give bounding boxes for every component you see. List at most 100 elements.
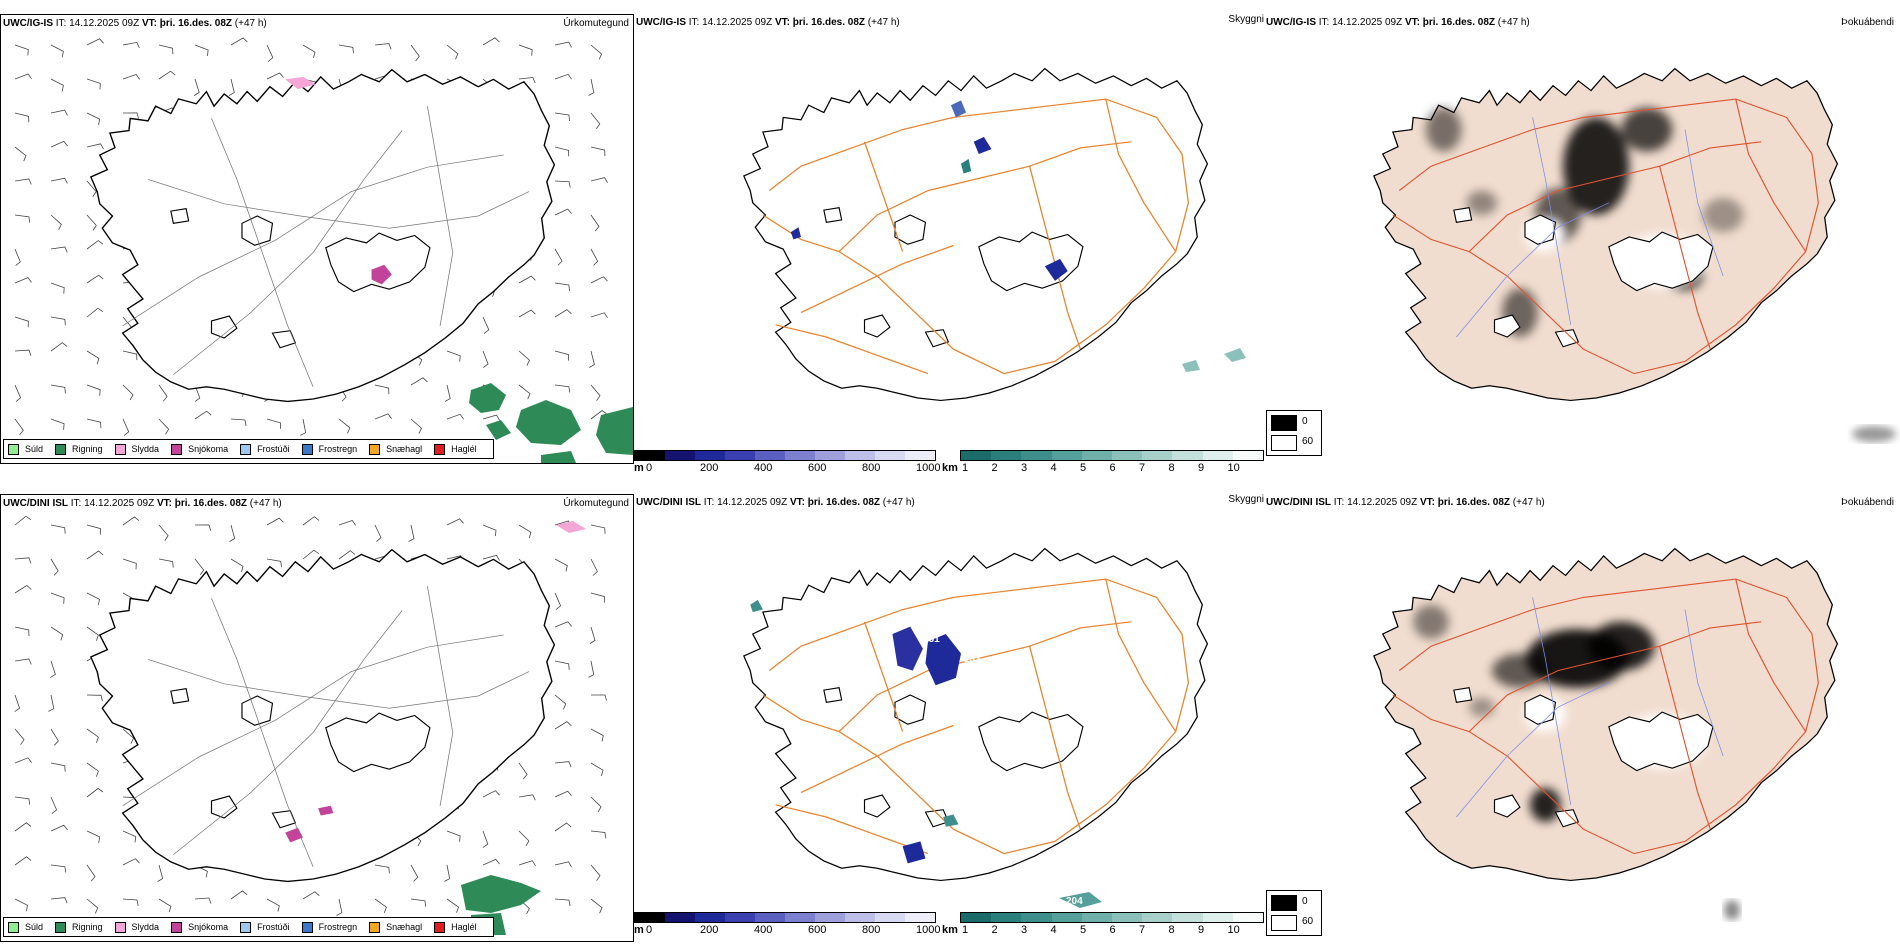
wind-barb bbox=[86, 214, 97, 231]
colorbar-step bbox=[635, 913, 665, 922]
wind-barb bbox=[86, 180, 97, 197]
height-unit: m bbox=[634, 462, 644, 474]
colorbar-step bbox=[1051, 913, 1082, 922]
colorbar-step bbox=[815, 451, 845, 460]
colorbar-step bbox=[1112, 451, 1143, 460]
wind-barb bbox=[374, 413, 392, 420]
wind-barb bbox=[554, 146, 570, 157]
wind-barb bbox=[554, 660, 570, 670]
wind-barb bbox=[590, 558, 598, 576]
wind-barb bbox=[194, 524, 212, 531]
wind-barb bbox=[554, 282, 570, 292]
colorbar-step bbox=[1232, 451, 1264, 460]
wind-barb bbox=[48, 694, 55, 712]
wind-barb bbox=[86, 626, 99, 641]
wind-barb bbox=[590, 384, 601, 401]
wind-barb bbox=[122, 418, 130, 436]
fog-legend-label: 60 bbox=[1302, 436, 1314, 447]
wind-barb bbox=[266, 44, 274, 62]
legend-swatch bbox=[434, 921, 446, 933]
wind-barb bbox=[86, 898, 99, 914]
fog-map bbox=[1373, 67, 1896, 442]
wind-barb bbox=[410, 44, 420, 62]
wind-barb bbox=[590, 112, 601, 130]
colorbar-step bbox=[991, 913, 1022, 922]
colorbar-step bbox=[755, 913, 785, 922]
wind-barb bbox=[266, 558, 282, 568]
colorbar-step bbox=[875, 451, 905, 460]
fog-legend-1: 0 60 bbox=[1266, 410, 1322, 456]
legend-swatch bbox=[434, 443, 446, 455]
wind-barb bbox=[590, 214, 600, 232]
colorbar-step bbox=[905, 913, 935, 922]
wind-barb bbox=[554, 180, 571, 188]
legend-item: Haglél bbox=[434, 443, 477, 455]
legend-item: Frostúði bbox=[240, 921, 290, 933]
wind-barb bbox=[482, 414, 500, 421]
wind-barb bbox=[50, 418, 65, 430]
precip-type-legend: Súld Rigning Slydda Snjókoma Frostúði Fr… bbox=[3, 917, 494, 937]
legend-swatch bbox=[369, 443, 381, 455]
precip-type-map bbox=[14, 515, 607, 935]
panel-title: UWC/IG-IS IT: 14.12.2025 09Z VT: þri. 16… bbox=[1266, 17, 1530, 28]
fog-legend-swatch bbox=[1271, 435, 1297, 451]
legend-swatch bbox=[55, 443, 67, 455]
colorbar-step bbox=[785, 913, 815, 922]
colorbar-step bbox=[845, 913, 875, 922]
visibility-tick-label: 7 bbox=[1139, 924, 1146, 936]
wind-barb bbox=[518, 44, 533, 56]
wind-barb bbox=[14, 898, 28, 912]
wind-barb bbox=[50, 342, 68, 352]
colorbar-step bbox=[1202, 913, 1233, 922]
wind-barb bbox=[194, 44, 209, 56]
wind-barb bbox=[410, 898, 427, 907]
wind-barb bbox=[122, 898, 139, 906]
visibility-tick-label: 4 bbox=[1050, 924, 1057, 936]
visibility-tick-label: 6 bbox=[1109, 462, 1116, 474]
wind-barb bbox=[50, 384, 66, 394]
model-name: UWC/DINI ISL bbox=[3, 498, 68, 509]
wind-barb bbox=[86, 350, 100, 365]
height-tick-label: 800 bbox=[862, 462, 881, 474]
model-name: UWC/DINI ISL bbox=[636, 497, 701, 508]
wind-barb bbox=[338, 44, 354, 54]
wind-barb bbox=[229, 524, 236, 542]
colorbar-step bbox=[1081, 451, 1113, 460]
wind-barb bbox=[158, 898, 172, 913]
visibility-tick-label: 7 bbox=[1139, 462, 1146, 474]
height-tick-label: 1000 bbox=[916, 462, 941, 474]
colorbar-step bbox=[1112, 913, 1143, 922]
colorbar-step bbox=[1202, 451, 1233, 460]
legend-item: Snæhagl bbox=[369, 921, 422, 933]
legend-swatch bbox=[301, 921, 313, 933]
wind-barb bbox=[50, 762, 66, 772]
wind-barb bbox=[554, 822, 572, 832]
wind-barb bbox=[50, 282, 65, 294]
wind-barb bbox=[554, 592, 562, 610]
colorbar-step bbox=[785, 451, 815, 460]
wind-barb bbox=[86, 524, 101, 535]
wind-barb bbox=[444, 864, 451, 882]
visibility-tick-label: 8 bbox=[1168, 462, 1175, 474]
wind-barb bbox=[14, 214, 31, 223]
wind-barb bbox=[554, 761, 572, 768]
wind-barb bbox=[482, 554, 500, 561]
wind-barb bbox=[86, 550, 104, 560]
legend-item: Súld bbox=[8, 921, 43, 933]
colorbar-step bbox=[1021, 451, 1052, 460]
wind-barb bbox=[157, 864, 164, 882]
wind-barb bbox=[554, 350, 569, 361]
height-tick-label: 200 bbox=[700, 462, 719, 474]
wind-barb bbox=[518, 77, 536, 84]
visibility-label: 187 bbox=[930, 776, 947, 787]
visibility-unit: km bbox=[942, 462, 958, 474]
wind-barb bbox=[86, 78, 101, 90]
colorbar-step bbox=[695, 451, 725, 460]
panel-field-name: Þokuábendi bbox=[1841, 497, 1894, 508]
wind-barb bbox=[14, 694, 21, 712]
legend-swatch bbox=[240, 921, 252, 933]
colorbar-step bbox=[665, 913, 695, 922]
sleet-area bbox=[556, 521, 586, 533]
fog-legend-swatch bbox=[1271, 415, 1297, 431]
precip-type-panel-2: UWC/DINI ISL IT: 14.12.2025 09Z VT: þri.… bbox=[0, 494, 634, 942]
